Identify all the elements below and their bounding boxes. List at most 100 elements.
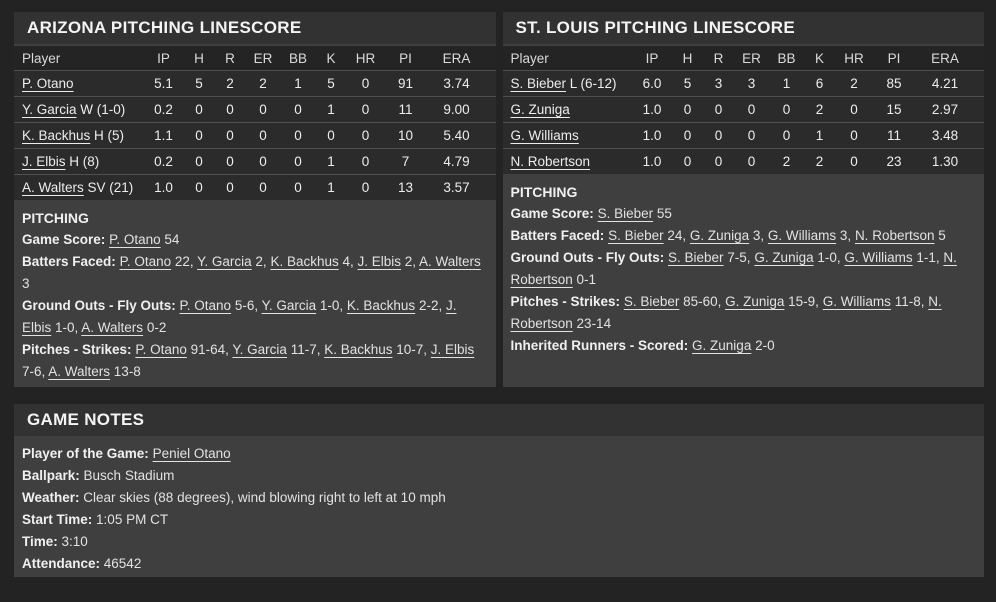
player-link[interactable]: G. Zuniga xyxy=(692,338,752,353)
player-link[interactable]: Y. Garcia xyxy=(197,254,252,269)
player-link[interactable]: A. Walters xyxy=(81,320,144,335)
note-label: Game Score: xyxy=(22,232,106,247)
stat-cell: 9.00 xyxy=(426,96,496,123)
note-label: Batters Faced: xyxy=(510,228,605,243)
stat-cell: 0 xyxy=(703,122,734,149)
stat-cell: 0 xyxy=(245,148,281,175)
stat-cell: 0 xyxy=(245,96,281,123)
player-link[interactable]: A. Walters xyxy=(48,364,111,379)
player-link[interactable]: G. Zuniga xyxy=(754,250,814,265)
player-link[interactable]: K. Backhus xyxy=(270,254,339,269)
note-line: Ground Outs - Fly Outs: S. Bieber 7-5, G… xyxy=(510,250,957,287)
player-link[interactable]: G. Zuniga xyxy=(689,228,750,243)
stat-cell: 10 xyxy=(384,122,427,149)
stat-cell: 0.2 xyxy=(143,148,184,175)
note-label: Time: xyxy=(22,534,58,549)
stat-cell: 1.30 xyxy=(915,148,984,174)
game-notes-panel: GAME NOTES Player of the Game: Peniel Ot… xyxy=(14,404,984,577)
note-label: Game Score: xyxy=(510,206,594,221)
stat-cell: 0 xyxy=(214,122,246,149)
player-link[interactable]: G. Zuniga xyxy=(510,102,570,117)
stat-cell: 0 xyxy=(835,122,873,149)
note-label: Attendance: xyxy=(22,556,101,571)
player-cell: P. Otano xyxy=(14,70,144,97)
player-link[interactable]: A. Walters xyxy=(22,180,84,195)
player-link[interactable]: J. Elbis xyxy=(430,342,475,357)
player-link[interactable]: N. Robertson xyxy=(510,154,591,169)
stat-cell: 1 xyxy=(315,96,347,123)
stat-cell: 0 xyxy=(703,148,734,174)
table-header: Player IP H R ER BB K HR PI ERA xyxy=(502,46,984,71)
player-link[interactable]: N. Robertson xyxy=(510,250,957,287)
player-link[interactable]: G. Williams xyxy=(822,294,891,309)
stat-cell: 1.0 xyxy=(632,148,672,174)
player-link[interactable]: K. Backhus xyxy=(324,342,393,357)
player-link[interactable]: Y. Garcia xyxy=(22,102,77,117)
note-line: Pitches - Strikes: P. Otano 91-64, Y. Ga… xyxy=(22,342,475,379)
player-link[interactable]: S. Bieber xyxy=(510,76,567,91)
note-line: Player of the Game: Peniel Otano xyxy=(22,443,975,465)
stat-cell: 5 xyxy=(315,70,347,97)
stat-cell: 1.0 xyxy=(143,174,184,200)
player-link[interactable]: P. Otano xyxy=(135,342,187,357)
stat-cell: 1 xyxy=(769,70,804,97)
column-header-player: Player xyxy=(502,46,632,71)
stat-cell: 0 xyxy=(183,96,215,123)
player-link[interactable]: J. Elbis xyxy=(22,154,66,169)
note-label: Batters Faced: xyxy=(22,254,116,269)
pitcher-row: N. Robertson 1.0 0 0 0 2 2 0 23 1.30 xyxy=(502,148,984,174)
player-link[interactable]: Y. Garcia xyxy=(261,298,317,313)
player-link[interactable]: Peniel Otano xyxy=(152,446,231,461)
player-link[interactable]: Y. Garcia xyxy=(232,342,287,357)
player-link[interactable]: J. Elbis xyxy=(357,254,402,269)
note-label: Pitches - Strikes: xyxy=(510,294,621,309)
player-link[interactable]: S. Bieber xyxy=(597,206,654,221)
player-link[interactable]: P. Otano xyxy=(179,298,232,313)
stat-cell: 5.1 xyxy=(143,70,184,97)
stat-cell: 1.0 xyxy=(632,96,672,123)
stat-cell: 0 xyxy=(835,96,873,123)
pitching-notes: PITCHING Game Score: P. Otano 54 Batters … xyxy=(14,200,496,387)
note-line: Game Score: P. Otano 54 xyxy=(22,232,180,247)
column-header-era: ERA xyxy=(426,46,496,71)
stat-cell: 0 xyxy=(734,148,769,174)
player-link[interactable]: A. Walters xyxy=(419,254,481,269)
player-link[interactable]: P. Otano xyxy=(22,76,74,91)
stat-cell: 0 xyxy=(703,96,734,123)
player-link[interactable]: K. Backhus xyxy=(22,128,91,143)
player-link[interactable]: P. Otano xyxy=(119,254,172,269)
column-header-hr: HR xyxy=(346,46,385,71)
stat-cell: 91 xyxy=(384,70,427,97)
column-header-pi: PI xyxy=(384,46,427,71)
player-link[interactable]: P. Otano xyxy=(109,232,161,247)
player-link[interactable]: N. Robertson xyxy=(854,228,935,243)
player-link[interactable]: S. Bieber xyxy=(668,250,724,265)
pitcher-row: G. Zuniga 1.0 0 0 0 0 2 0 15 2.97 xyxy=(502,96,984,123)
player-link[interactable]: N. Robertson xyxy=(510,294,942,331)
table-body: S. Bieber L (6-12) 6.0 5 3 3 1 6 2 85 4.21 G. Zuni… xyxy=(502,70,984,174)
player-link[interactable]: G. Williams xyxy=(767,228,837,243)
player-link[interactable]: G. Williams xyxy=(844,250,913,265)
table-header: Player IP H R ER BB K HR PI ERA xyxy=(14,46,496,71)
notes-heading: PITCHING xyxy=(510,184,578,200)
player-link[interactable]: S. Bieber xyxy=(608,228,664,243)
notes-lines: Game Score: P. Otano 54 Batters Faced: P.… xyxy=(22,229,487,383)
column-header-k: K xyxy=(315,46,347,71)
pitcher-row: P. Otano 5.1 5 2 2 1 5 0 91 3.74 xyxy=(14,70,496,97)
pitching-linescores-row: ARIZONA PITCHING LINESCORE Player IP H R ER B… xyxy=(14,12,984,387)
note-label: Player of the Game: xyxy=(22,446,149,461)
table-body: P. Otano 5.1 5 2 2 1 5 0 91 3.74 Y. Garcia W (1-0)… xyxy=(14,70,496,200)
player-link[interactable]: K. Backhus xyxy=(346,298,416,313)
player-link[interactable]: G. Williams xyxy=(510,128,579,143)
stat-cell: 0 xyxy=(214,96,246,123)
stat-cell: 11 xyxy=(873,122,915,149)
player-link[interactable]: S. Bieber xyxy=(623,294,680,309)
stat-cell: 0 xyxy=(183,148,215,175)
column-header-r: R xyxy=(703,46,734,71)
stat-cell: 0 xyxy=(280,122,316,149)
column-header-er: ER xyxy=(734,46,769,71)
player-link[interactable]: G. Zuniga xyxy=(725,294,785,309)
stat-cell: 0 xyxy=(672,148,703,174)
player-link[interactable]: J. Elbis xyxy=(22,298,457,335)
stat-cell: 0 xyxy=(734,122,769,149)
